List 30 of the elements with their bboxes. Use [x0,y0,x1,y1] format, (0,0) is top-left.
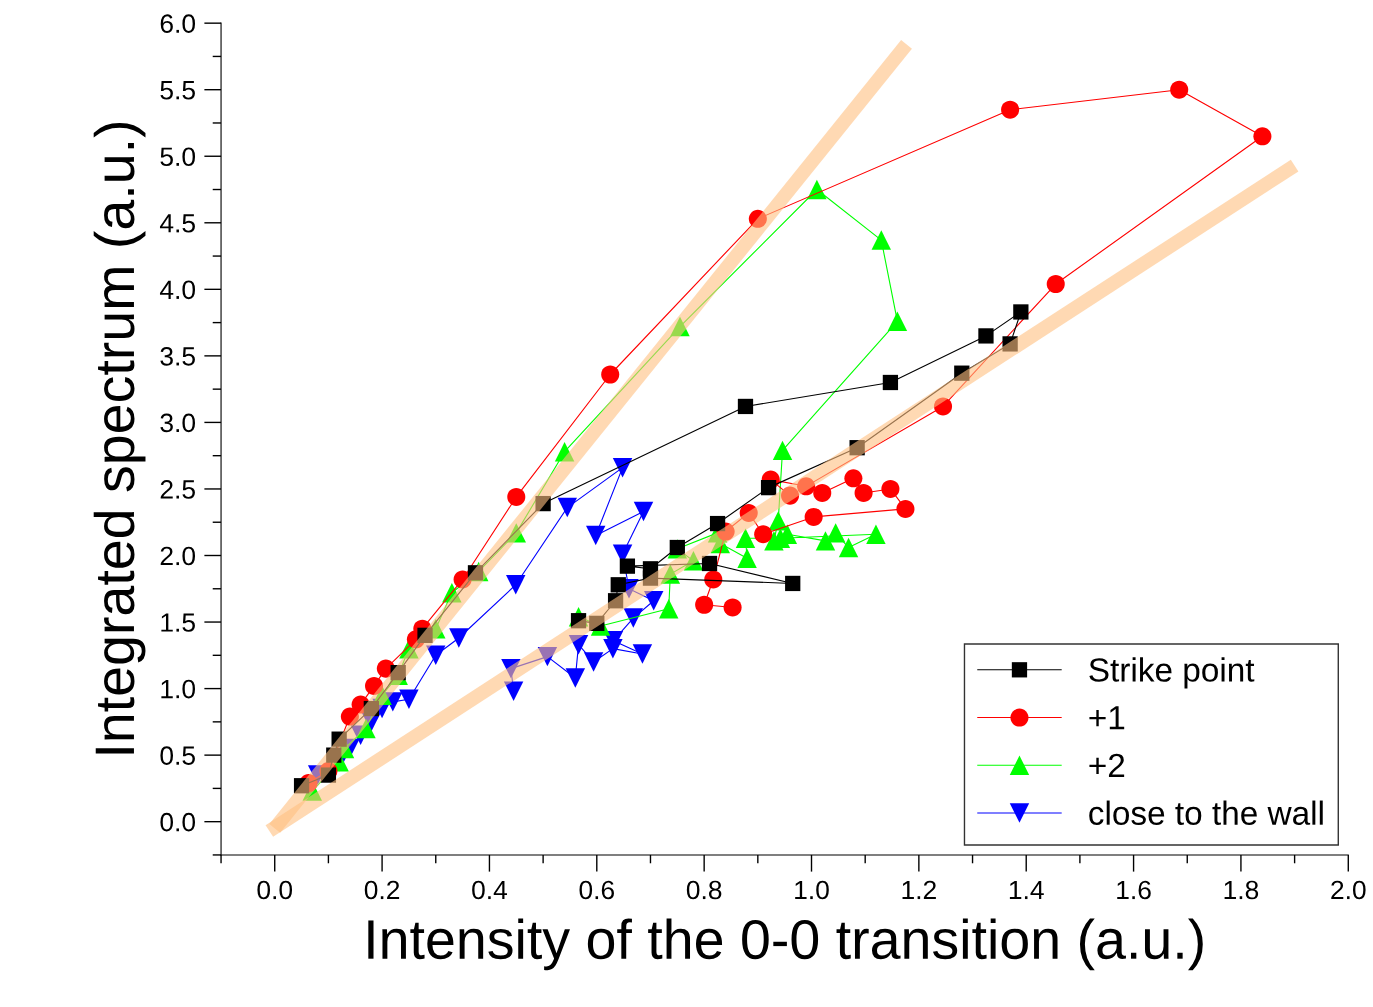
x-tick-label: 0.8 [686,880,722,900]
y-tick-label: 1.0 [161,679,196,699]
y-tick-label: 5.5 [160,81,195,100]
legend-label: close to the wall [1089,800,1323,826]
x-tick-label: 1.6 [1117,880,1151,900]
y-tick-label: 1.5 [161,613,195,632]
x-tick-label: 0.4 [472,880,508,900]
x-tick-label: 2.0 [1331,880,1366,900]
y-tick-label: 4.5 [159,214,195,233]
y-tick-label: 4.0 [159,280,196,300]
x-tick-label: 1.0 [795,880,829,900]
x-tick-label: 1.8 [1224,880,1259,900]
x-tick-label: 0.6 [579,880,614,900]
y-tick-label: 3.5 [160,347,195,366]
y-tick-label: 2.5 [160,480,195,499]
x-tick-label: 1.2 [902,880,936,900]
x-tick-label: 0.0 [257,880,293,900]
y-axis-title: Integrated spectrum (a.u.) [93,122,146,754]
y-tick-label: 3.0 [160,413,196,433]
legend-label: Strike point [1089,657,1255,689]
x-tick-label: 0.2 [364,880,400,900]
y-tick-label: 0.0 [160,812,196,832]
x-tick-label: 1.4 [1009,880,1044,900]
y-tick-label: 2.0 [160,546,196,566]
x-axis-title: Intensity of the 0-0 transition (a.u.) [368,918,1203,971]
y-tick-label: 5.0 [160,147,196,167]
y-tick-label: 0.5 [160,746,195,765]
legend-label: +2 [1089,753,1125,777]
y-tick-label: 6.0 [160,14,196,33]
legend-label: +1 [1089,706,1125,730]
